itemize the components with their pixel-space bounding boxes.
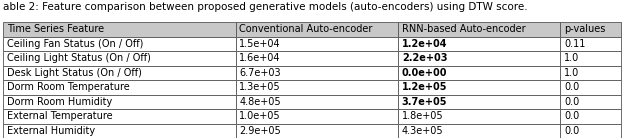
Bar [3, 95, 236, 109]
Bar [398, 66, 561, 80]
Bar [561, 22, 621, 37]
Text: 1.6e+04: 1.6e+04 [239, 53, 281, 63]
Text: 3.7e+05: 3.7e+05 [402, 97, 447, 107]
Text: External Humidity: External Humidity [7, 126, 95, 136]
Bar [236, 51, 398, 66]
Bar [236, 109, 398, 124]
Text: Time Series Feature: Time Series Feature [7, 24, 104, 34]
Text: 1.3e+05: 1.3e+05 [239, 82, 281, 92]
Bar [236, 80, 398, 95]
Bar [561, 37, 621, 51]
Text: 4.3e+05: 4.3e+05 [402, 126, 444, 136]
Bar [236, 37, 398, 51]
Bar [561, 95, 621, 109]
Bar [398, 22, 561, 37]
Text: 0.0: 0.0 [564, 126, 579, 136]
Text: 0.0: 0.0 [564, 111, 579, 121]
Text: Desk Light Status (On / Off): Desk Light Status (On / Off) [7, 68, 142, 78]
Text: 1.0: 1.0 [564, 68, 579, 78]
Bar [236, 124, 398, 138]
Text: p-values: p-values [564, 24, 605, 34]
Text: 0.0: 0.0 [564, 82, 579, 92]
Text: 0.0e+00: 0.0e+00 [402, 68, 447, 78]
Bar [3, 51, 236, 66]
Bar [3, 109, 236, 124]
Text: External Temperature: External Temperature [7, 111, 113, 121]
Text: Dorm Room Temperature: Dorm Room Temperature [7, 82, 130, 92]
Text: Conventional Auto-encoder: Conventional Auto-encoder [239, 24, 373, 34]
Bar [398, 37, 561, 51]
Bar [561, 109, 621, 124]
Bar [236, 95, 398, 109]
Text: 1.0: 1.0 [564, 53, 579, 63]
Bar [561, 66, 621, 80]
Text: 1.2e+05: 1.2e+05 [402, 82, 447, 92]
Bar [398, 51, 561, 66]
Text: 4.8e+05: 4.8e+05 [239, 97, 281, 107]
Bar [561, 51, 621, 66]
Bar [561, 124, 621, 138]
Bar [561, 80, 621, 95]
Text: 1.8e+05: 1.8e+05 [402, 111, 444, 121]
Text: Ceiling Fan Status (On / Off): Ceiling Fan Status (On / Off) [7, 39, 143, 49]
Bar [3, 37, 236, 51]
Text: 1.5e+04: 1.5e+04 [239, 39, 281, 49]
Bar [398, 95, 561, 109]
Bar [398, 124, 561, 138]
Text: 2.9e+05: 2.9e+05 [239, 126, 281, 136]
Bar [236, 22, 398, 37]
Bar [3, 22, 236, 37]
Text: 2.2e+03: 2.2e+03 [402, 53, 447, 63]
Text: RNN-based Auto-encoder: RNN-based Auto-encoder [402, 24, 525, 34]
Text: 0.0: 0.0 [564, 97, 579, 107]
Bar [3, 80, 236, 95]
Text: 1.0e+05: 1.0e+05 [239, 111, 281, 121]
Text: able 2: Feature comparison between proposed generative models (auto-encoders) us: able 2: Feature comparison between propo… [3, 2, 528, 12]
Bar [398, 109, 561, 124]
Text: 1.2e+04: 1.2e+04 [402, 39, 447, 49]
Text: Ceiling Light Status (On / Off): Ceiling Light Status (On / Off) [7, 53, 151, 63]
Bar [236, 66, 398, 80]
Bar [3, 66, 236, 80]
Text: 0.11: 0.11 [564, 39, 586, 49]
Bar [3, 124, 236, 138]
Bar [398, 80, 561, 95]
Text: 6.7e+03: 6.7e+03 [239, 68, 281, 78]
Text: Dorm Room Humidity: Dorm Room Humidity [7, 97, 112, 107]
